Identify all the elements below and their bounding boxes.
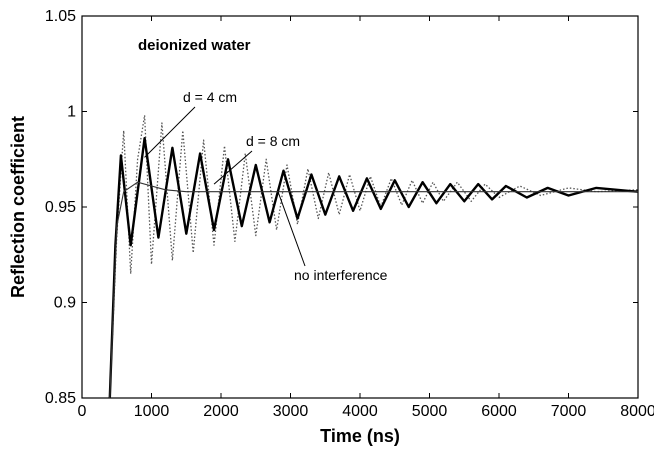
y-tick-label: 0.95 <box>45 199 76 216</box>
annotation-no-interference: no interference <box>294 267 388 283</box>
annotation-d4-arrow <box>144 106 196 158</box>
x-tick-label: 5000 <box>412 403 448 420</box>
annotation-no-interference-arrow <box>277 191 306 267</box>
series-line-0 <box>109 114 639 399</box>
series-layer <box>108 114 639 399</box>
x-tick-label: 7000 <box>551 403 587 420</box>
x-tick-label: 2000 <box>203 403 239 420</box>
annotation-d8: d = 8 cm <box>246 133 300 149</box>
x-tick-label: 6000 <box>481 403 517 420</box>
annotation-layer: d = 4 cm d = 8 cm no interference <box>144 89 388 283</box>
series-line-2 <box>109 181 638 399</box>
x-axis: 0 1000 2000 3000 4000 5000 6000 7000 8000 <box>78 16 654 420</box>
x-tick-label: 4000 <box>342 403 378 420</box>
y-tick-label: 0.9 <box>54 295 76 312</box>
plot-area <box>81 15 639 399</box>
annotation-d4: d = 4 cm <box>183 89 237 105</box>
series-line-1 <box>108 136 639 399</box>
x-tick-label: 1000 <box>134 403 170 420</box>
x-tick-label: 8000 <box>620 403 654 420</box>
y-axis-label: Reflection coefficient <box>8 116 28 298</box>
x-tick-label: 0 <box>78 403 87 420</box>
plot-frame <box>81 15 639 399</box>
y-tick-label: 0.85 <box>45 390 76 407</box>
x-axis-label: Time (ns) <box>320 426 400 446</box>
y-tick-label: 1 <box>67 104 76 121</box>
x-tick-label: 3000 <box>273 403 309 420</box>
y-tick-label: 1.05 <box>45 8 76 25</box>
y-axis: 0.85 0.9 0.95 1 1.05 <box>45 8 638 407</box>
annotation-d8-arrow <box>213 150 253 185</box>
chart-title-annotation: deionized water <box>138 37 251 54</box>
